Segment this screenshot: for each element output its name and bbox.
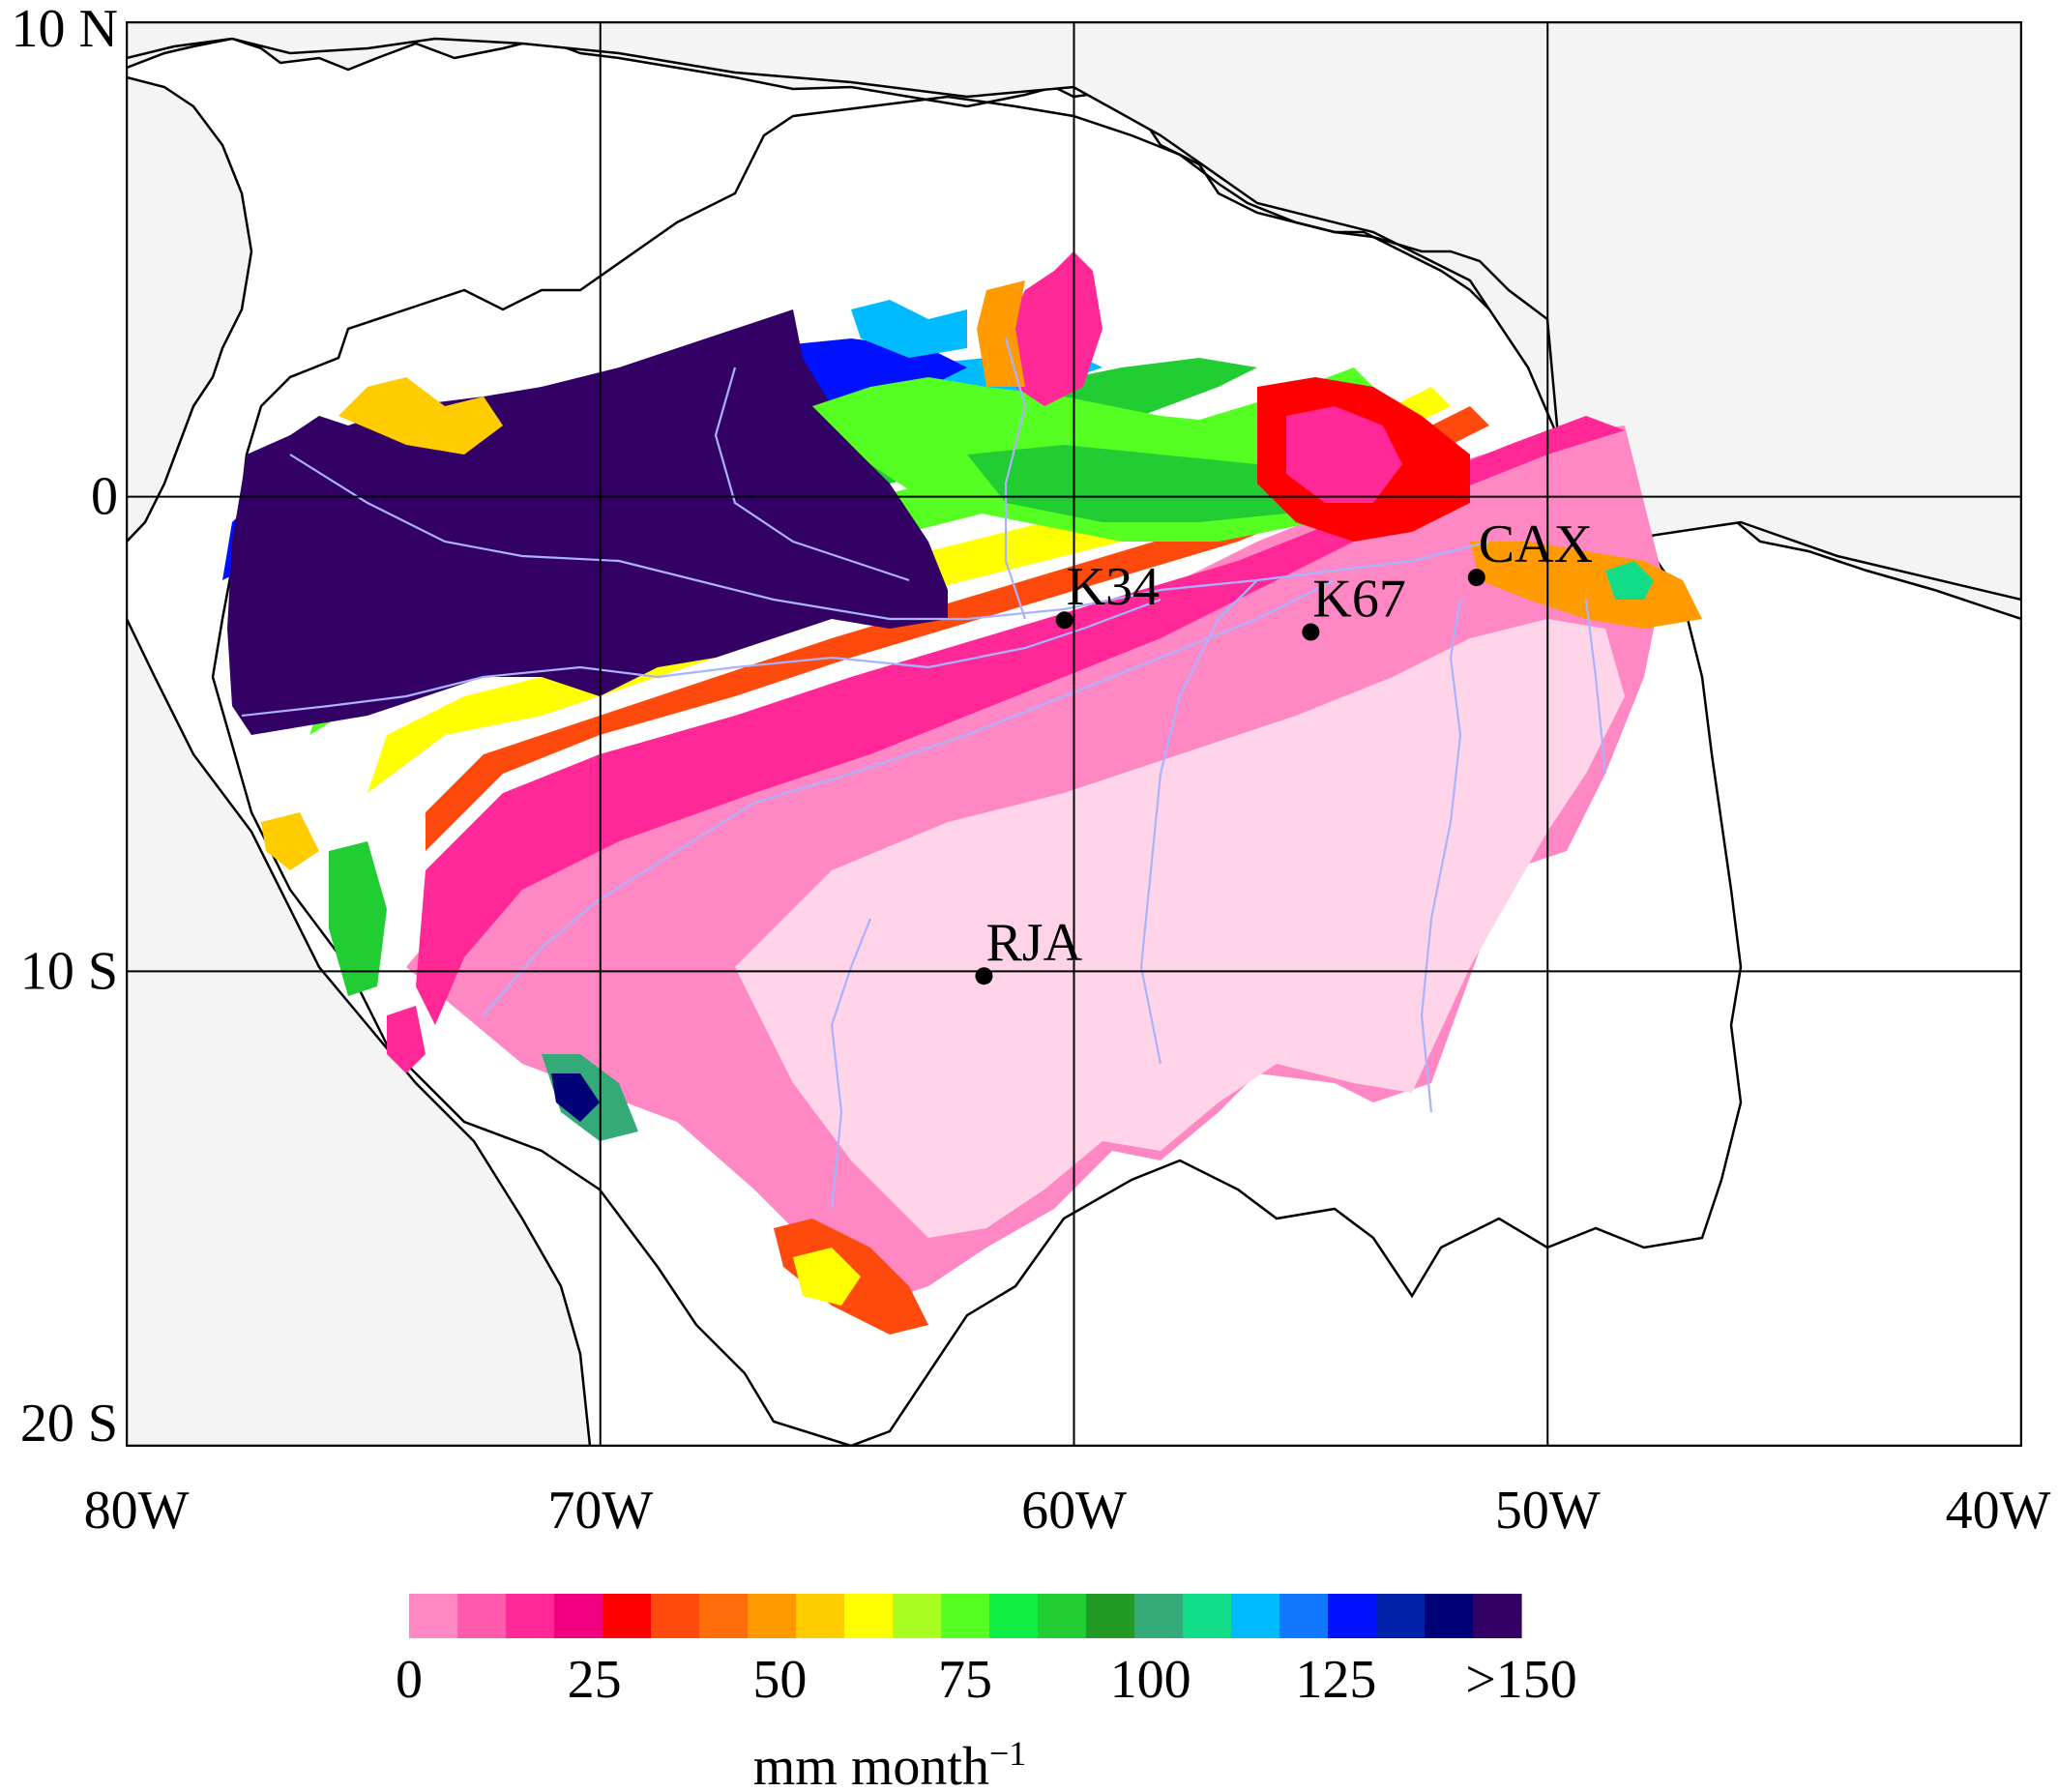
- colorbar-tick-label: >150: [1465, 1650, 1577, 1710]
- site-rja: RJA: [975, 913, 1083, 985]
- site-marker-dot: [1467, 569, 1485, 587]
- unit-text: mm month: [753, 1737, 989, 1792]
- colorbar-tick-label: 75: [938, 1650, 992, 1710]
- precipitation-field: [222, 251, 1702, 1335]
- site-label: CAX: [1479, 514, 1593, 574]
- colorbar-swatch: [699, 1594, 749, 1638]
- colorbar-swatch: [506, 1594, 555, 1638]
- x-tick-label: 40W: [1946, 1481, 2051, 1541]
- colorbar-tick-label: 50: [752, 1650, 807, 1710]
- site-label: K67: [1312, 570, 1405, 630]
- colorbar-tick-labels: 0 25 50 75 100 125 >150: [396, 1650, 1577, 1710]
- colorbar-swatch: [1183, 1594, 1232, 1638]
- x-tick-label: 60W: [1021, 1481, 1127, 1541]
- y-tick-label: 10 S: [20, 941, 118, 1001]
- site-marker-dot: [1055, 611, 1073, 630]
- colorbar-tick-label: 25: [568, 1650, 622, 1710]
- pacific-ocean-south: [127, 618, 592, 1446]
- colorbar-swatch: [651, 1594, 700, 1638]
- colorbar-unit-label: mm month−1: [753, 1734, 1027, 1792]
- site-cax: CAX: [1467, 514, 1593, 587]
- colorbar-swatch: [796, 1594, 845, 1638]
- plot-frame: [126, 21, 2022, 1447]
- colorbar-swatch: [457, 1594, 507, 1638]
- rivers: [241, 338, 1607, 1210]
- colorbar-swatch: [1038, 1594, 1087, 1638]
- colorbar-swatch: [941, 1594, 990, 1638]
- colorbar-swatch: [989, 1594, 1039, 1638]
- site-markers: K34 K67 CAX RJA: [975, 514, 1593, 985]
- site-k67: K67: [1302, 570, 1406, 641]
- y-axis-ticks: 10 N 0 10 S 20 S: [12, 0, 118, 1454]
- colorbar-swatch: [1231, 1594, 1280, 1638]
- site-k34: K34: [1055, 557, 1160, 630]
- colorbar-swatch: [1134, 1594, 1184, 1638]
- colorbar-swatch: [893, 1594, 942, 1638]
- site-label: K34: [1067, 557, 1160, 617]
- colorbar-tick-label: 125: [1295, 1650, 1376, 1710]
- colorbar-swatch: [1328, 1594, 1377, 1638]
- colorbar-swatch: [409, 1594, 458, 1638]
- colorbar-tick-label: 0: [396, 1650, 423, 1710]
- colorbar-swatch: [1086, 1594, 1135, 1638]
- pacific-ocean: [127, 75, 253, 543]
- site-marker-dot: [975, 967, 993, 985]
- y-tick-label: 10 N: [12, 0, 118, 59]
- colorbar-swatch: [844, 1594, 894, 1638]
- y-tick-label: 20 S: [20, 1394, 118, 1454]
- colorbar-swatch: [748, 1594, 797, 1638]
- x-axis-ticks: 80W 70W 60W 50W 40W: [84, 1481, 2051, 1541]
- x-tick-label: 80W: [84, 1481, 190, 1541]
- colorbar-swatch: [1473, 1594, 1522, 1638]
- unit-superscript: −1: [989, 1734, 1026, 1773]
- colorbar-swatch: [1376, 1594, 1426, 1638]
- y-tick-label: 0: [91, 467, 118, 527]
- grid-lines: [127, 22, 2021, 1446]
- colorbar-swatch: [554, 1594, 603, 1638]
- colorbar: [409, 1594, 1522, 1638]
- colorbar-swatch: [1279, 1594, 1329, 1638]
- colorbar-swatch: [603, 1594, 652, 1638]
- x-tick-label: 70W: [547, 1481, 653, 1541]
- site-label: RJA: [985, 913, 1082, 973]
- site-marker-dot: [1302, 623, 1320, 641]
- basin-outline: [211, 95, 1743, 1446]
- x-tick-label: 50W: [1495, 1481, 1601, 1541]
- colorbar-swatch: [1425, 1594, 1474, 1638]
- colorbar-tick-label: 100: [1110, 1650, 1191, 1710]
